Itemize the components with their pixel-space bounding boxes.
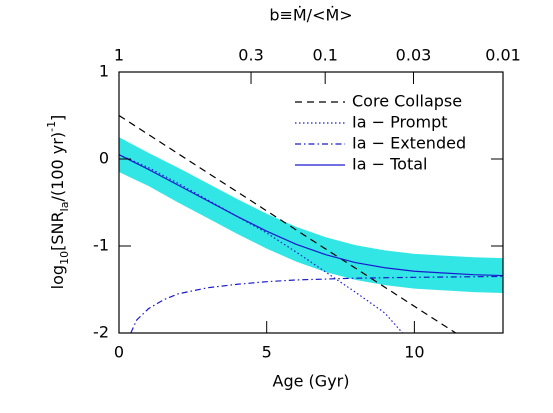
y-label-part: -1	[45, 121, 58, 132]
y-label-part: log	[48, 265, 67, 289]
y-label-part: ]	[48, 115, 67, 121]
x-tick-label: 10	[404, 343, 424, 362]
legend-label: Core Collapse	[352, 92, 462, 111]
y-tick-label: 0	[99, 149, 109, 168]
y-label-part: [SNR	[48, 211, 67, 250]
x2-tick-label: 0.01	[485, 46, 521, 65]
x-tick-label: 0	[114, 343, 124, 362]
x2-axis-label: b≡Ṁ/<Ṁ>	[269, 6, 352, 25]
uncertainty-band	[119, 137, 503, 293]
series-line	[119, 154, 503, 277]
legend-label: Ia − Extended	[352, 134, 466, 153]
series-line	[119, 114, 457, 333]
x2-tick-label: 0.1	[312, 46, 337, 65]
x2-tick-label: 1	[114, 46, 124, 65]
y-label-part: /(100 yr)	[48, 132, 67, 202]
legend-label: Ia − Prompt	[352, 113, 448, 132]
y-label-part: Ia	[58, 201, 71, 211]
plot-area	[119, 114, 503, 333]
x-axis-label: Age (Gyr)	[273, 372, 350, 391]
y-axis-label: log10[SNRIa/(100 yr)-1]	[45, 115, 71, 290]
y-label-part: 10	[58, 251, 71, 265]
y-tick-label: -1	[93, 236, 109, 255]
frame	[118, 71, 504, 334]
legend-label: Ia − Total	[352, 155, 427, 174]
x-tick-label: 5	[262, 343, 272, 362]
y-tick-label: -2	[93, 323, 109, 342]
x2-tick-label: 0.03	[396, 46, 432, 65]
x2-tick-label: 0.3	[238, 46, 263, 65]
series-line	[130, 275, 503, 333]
y-tick-label: 1	[99, 62, 109, 81]
